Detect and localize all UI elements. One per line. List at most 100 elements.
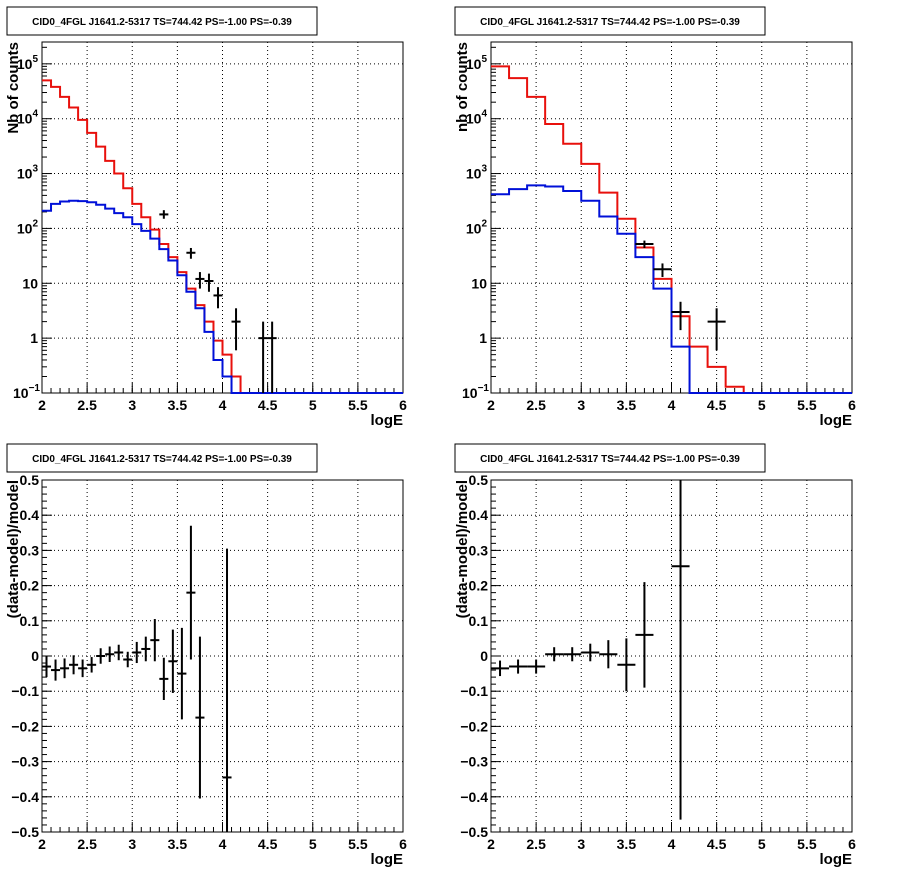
x-tick-label: 4 bbox=[219, 836, 227, 852]
residual-point bbox=[114, 644, 124, 661]
x-tick-label: 3 bbox=[577, 836, 585, 852]
x-tick-label: 4.5 bbox=[707, 397, 727, 413]
y-tick-label: 0.3 bbox=[20, 542, 40, 558]
y-axis-label: (data-model)/model bbox=[5, 480, 22, 618]
x-tick-label: 4 bbox=[668, 836, 676, 852]
residual-point bbox=[509, 659, 528, 674]
residual-point bbox=[105, 646, 115, 662]
y-tick-label: 105 bbox=[17, 54, 39, 72]
data-point bbox=[707, 308, 726, 351]
x-tick-label: 2 bbox=[38, 397, 46, 413]
y-tick-label: −0.2 bbox=[11, 718, 39, 734]
y-axis-label: (data-model)/model bbox=[454, 480, 471, 618]
data-point bbox=[653, 263, 672, 278]
histogram-series-1 bbox=[42, 79, 403, 394]
title-box bbox=[6, 443, 318, 473]
y-tick-label: 104 bbox=[17, 109, 39, 127]
x-tick-label: 5.5 bbox=[348, 397, 368, 413]
y-tick-label: −0.3 bbox=[11, 754, 39, 770]
data-point bbox=[231, 308, 241, 351]
y-tick-label: 0.5 bbox=[469, 472, 489, 488]
y-tick-label: 10 bbox=[471, 275, 487, 291]
y-tick-label: −0.1 bbox=[460, 683, 488, 699]
x-tick-label: 5.5 bbox=[797, 836, 817, 852]
x-tick-label: 4 bbox=[668, 397, 676, 413]
data-point bbox=[204, 273, 214, 292]
residual-point bbox=[671, 480, 690, 820]
y-tick-label: 103 bbox=[17, 164, 39, 182]
y-axis-label: nb of counts bbox=[454, 42, 471, 132]
data-point bbox=[258, 321, 268, 393]
y-tick-label: 1 bbox=[30, 330, 38, 346]
y-tick-label: 0.3 bbox=[469, 542, 489, 558]
chart-panel-1: CID0_4FGL J1641.2-5317 TS=744.42 PS=-1.0… bbox=[5, 6, 407, 429]
residual-point bbox=[195, 636, 205, 799]
title-box bbox=[454, 6, 766, 36]
residual-point bbox=[177, 627, 187, 720]
chart-title: CID0_4FGL J1641.2-5317 TS=744.42 PS=-1.0… bbox=[32, 454, 292, 465]
y-tick-label: 10 bbox=[22, 275, 38, 291]
data-point bbox=[267, 321, 277, 393]
x-tick-label: 3.5 bbox=[617, 836, 637, 852]
y-tick-label: 10−1 bbox=[13, 383, 40, 401]
y-tick-label: 0.4 bbox=[20, 507, 40, 523]
x-axis-label: logE bbox=[820, 412, 853, 429]
residual-point bbox=[635, 582, 654, 688]
x-tick-label: 6 bbox=[399, 397, 407, 413]
data-point bbox=[186, 247, 196, 259]
residual-point bbox=[150, 619, 160, 662]
x-tick-label: 5 bbox=[309, 397, 317, 413]
y-tick-label: −0.2 bbox=[460, 718, 488, 734]
residual-point bbox=[186, 525, 196, 660]
x-axis-label: logE bbox=[820, 851, 853, 868]
x-axis-label: logE bbox=[371, 412, 404, 429]
chart-title: CID0_4FGL J1641.2-5317 TS=744.42 PS=-1.0… bbox=[480, 17, 740, 28]
title-box bbox=[454, 443, 766, 473]
x-tick-label: 4.5 bbox=[707, 836, 727, 852]
x-tick-label: 3 bbox=[577, 397, 585, 413]
residual-point bbox=[123, 651, 133, 668]
y-tick-label: −0.4 bbox=[460, 789, 488, 805]
residual-point bbox=[96, 648, 106, 664]
x-tick-label: 5 bbox=[758, 397, 766, 413]
residual-point bbox=[491, 660, 510, 677]
x-tick-label: 3.5 bbox=[617, 397, 637, 413]
y-tick-label: 103 bbox=[466, 164, 488, 182]
chart-panel-4: CID0_4FGL J1641.2-5317 TS=744.42 PS=-1.0… bbox=[454, 443, 856, 868]
data-point bbox=[671, 301, 690, 331]
histogram-series-2 bbox=[42, 199, 403, 394]
residual-point bbox=[527, 659, 546, 674]
x-tick-label: 4.5 bbox=[258, 836, 278, 852]
y-tick-label: 0.4 bbox=[469, 507, 489, 523]
y-tick-label: −0.5 bbox=[11, 824, 39, 840]
residual-point bbox=[159, 657, 169, 700]
chart-panel-3: CID0_4FGL J1641.2-5317 TS=744.42 PS=-1.0… bbox=[5, 443, 407, 868]
y-tick-label: 0.1 bbox=[20, 613, 40, 629]
x-tick-label: 5 bbox=[309, 836, 317, 852]
residual-point bbox=[545, 647, 564, 662]
y-tick-label: 105 bbox=[466, 54, 488, 72]
x-tick-label: 5 bbox=[758, 836, 766, 852]
y-tick-label: −0.1 bbox=[11, 683, 39, 699]
x-tick-label: 2 bbox=[38, 836, 46, 852]
residual-point bbox=[581, 643, 600, 662]
y-tick-label: 0.2 bbox=[469, 578, 489, 594]
residual-point bbox=[563, 647, 582, 662]
x-axis-label: logE bbox=[371, 851, 404, 868]
residual-point bbox=[617, 638, 636, 692]
y-tick-label: −0.3 bbox=[460, 754, 488, 770]
x-tick-label: 5.5 bbox=[348, 836, 368, 852]
residual-point bbox=[69, 655, 79, 675]
title-box bbox=[6, 6, 318, 36]
residual-point bbox=[168, 629, 178, 693]
residual-point bbox=[51, 659, 61, 681]
data-point bbox=[213, 287, 223, 309]
y-tick-label: 102 bbox=[17, 218, 39, 236]
x-tick-label: 5.5 bbox=[797, 397, 817, 413]
x-tick-label: 6 bbox=[399, 836, 407, 852]
residual-point bbox=[87, 657, 97, 673]
x-tick-label: 3.5 bbox=[168, 397, 188, 413]
x-tick-label: 3 bbox=[128, 836, 136, 852]
y-tick-label: 0 bbox=[31, 648, 39, 664]
